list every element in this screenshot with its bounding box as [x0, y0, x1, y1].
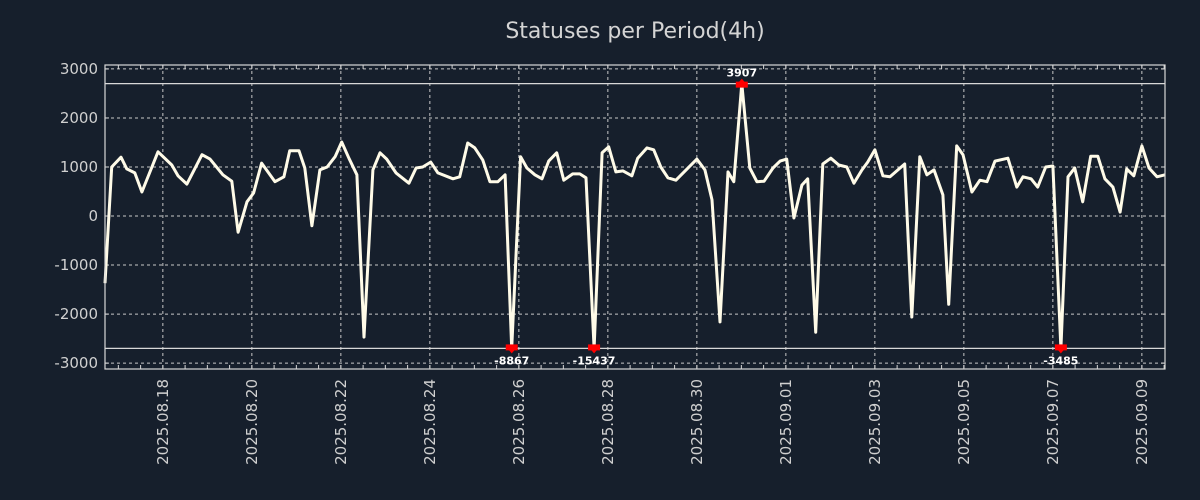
clip-marker-base [1054, 344, 1067, 351]
y-tick-label: -1000 [54, 256, 98, 274]
y-tick-label: -3000 [54, 354, 98, 372]
x-tick-label: 2025.09.05 [955, 379, 973, 465]
y-tick-label: 3000 [60, 60, 98, 78]
chart-title: Statuses per Period(4h) [505, 19, 764, 44]
y-tick-label: 0 [88, 207, 98, 225]
annotations: -8867 -15437 3907 -3485 [494, 67, 1078, 368]
x-tick-label: 2025.09.03 [866, 379, 884, 465]
x-tick-label: 2025.09.01 [777, 379, 795, 465]
plot-frame [104, 64, 1166, 370]
y-tick-label: -2000 [54, 305, 98, 323]
x-tick-label: 2025.08.22 [332, 379, 350, 465]
y-tick-label: 2000 [60, 109, 98, 127]
x-tick-label: 2025.09.07 [1044, 379, 1062, 465]
clip-marker-base [735, 81, 748, 88]
x-tick-label: 2025.08.20 [243, 379, 261, 465]
clip-marker-base [505, 344, 518, 351]
y-axis: 3000 2000 1000 0 -1000 -2000 -3000 [54, 60, 1165, 372]
clip-marker-base [588, 344, 601, 351]
x-tick-label: 2025.09.09 [1133, 379, 1151, 465]
clip-value-label: -3485 [1043, 354, 1078, 367]
x-tick-label: 2025.08.24 [421, 379, 439, 465]
clip-lines [105, 83, 1165, 350]
x-tick-label: 2025.08.30 [688, 379, 706, 465]
series-line [103, 82, 1166, 350]
x-tick-label: 2025.08.18 [154, 379, 172, 465]
x-axis: 2025.08.18 2025.08.20 2025.08.22 2025.08.24… [117, 65, 1165, 465]
x-tick-label: 2025.08.26 [510, 379, 528, 465]
clip-value-label: -15437 [573, 354, 616, 367]
clip-value-label: 3907 [726, 67, 757, 80]
x-tick-label: 2025.08.28 [599, 379, 617, 465]
grid-lines [105, 65, 1165, 369]
clip-value-label: -8867 [494, 354, 529, 367]
y-tick-label: 1000 [60, 158, 98, 176]
